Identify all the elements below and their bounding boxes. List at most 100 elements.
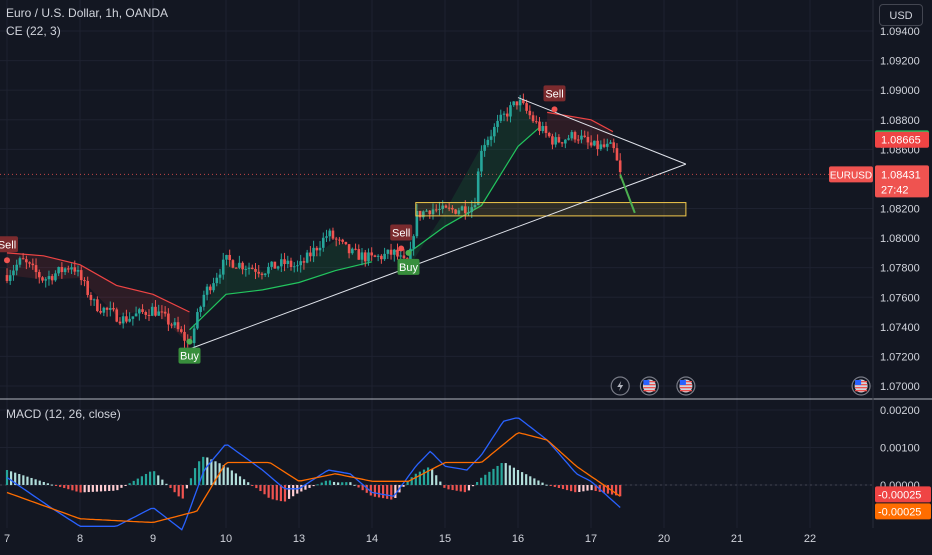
- candle-body: [25, 259, 28, 263]
- macd-histogram-bar: [181, 485, 184, 499]
- candle-body: [244, 268, 248, 270]
- macd-histogram-bar: [169, 485, 172, 488]
- candle-body: [302, 261, 306, 263]
- macd-histogram-bar: [83, 485, 86, 493]
- macd-histogram-bar: [222, 465, 225, 485]
- candle-body: [247, 267, 251, 269]
- signal-dot: [551, 106, 558, 113]
- candle-body: [454, 209, 457, 214]
- macd-histogram-bar: [304, 485, 307, 490]
- macd-histogram-bar: [386, 485, 389, 499]
- macd-histogram-bar: [312, 485, 315, 487]
- candle-body: [360, 252, 364, 260]
- macd-histogram-bar: [173, 485, 176, 493]
- macd-histogram-bar: [79, 485, 82, 493]
- macd-histogram-bar: [59, 485, 62, 487]
- macd-histogram-bar: [144, 473, 148, 485]
- candle-body: [612, 142, 616, 149]
- macd-histogram-bar: [91, 485, 94, 492]
- macd-histogram-bar: [606, 485, 610, 494]
- macd-tick-label: 0.00200: [880, 405, 920, 417]
- macd-histogram-bar: [357, 485, 360, 488]
- macd-histogram-bar: [533, 478, 536, 485]
- candle-body: [199, 306, 202, 313]
- macd-histogram-bar: [104, 485, 107, 492]
- macd-histogram-bar: [390, 485, 393, 500]
- macd-histogram-bar: [337, 482, 340, 485]
- candle-body: [457, 210, 461, 214]
- macd-histogram-bar: [422, 469, 426, 485]
- macd-histogram-bar: [574, 485, 577, 493]
- macd-histogram-bar: [9, 471, 13, 485]
- signal-label-buy: Buy: [180, 351, 199, 363]
- macd-histogram-bar: [402, 485, 405, 487]
- macd-histogram-bar: [177, 485, 180, 497]
- candle-body: [328, 230, 332, 237]
- candle-body: [86, 280, 89, 295]
- macd-histogram-bar: [238, 476, 242, 485]
- candle-body: [367, 252, 370, 262]
- trendline-2: [517, 97, 687, 165]
- price-tick-label: 1.08000: [880, 233, 920, 245]
- candle-body: [231, 260, 235, 268]
- candle-body: [538, 121, 541, 132]
- candle-body: [396, 249, 399, 257]
- flag-stripe: [643, 387, 656, 389]
- macd-histogram-bar: [136, 478, 139, 485]
- macd-histogram-bar: [365, 485, 368, 493]
- macd-histogram-bar: [198, 461, 201, 485]
- currency-button[interactable]: USD: [879, 4, 923, 26]
- candle-body: [147, 314, 151, 316]
- macd-histogram-bar: [484, 474, 487, 485]
- ce-line-long: [189, 261, 373, 331]
- candle-body: [473, 205, 477, 208]
- candle-body: [67, 268, 70, 270]
- macd-histogram-bar: [512, 467, 516, 485]
- candle-body: [134, 313, 138, 317]
- candle-body: [502, 113, 506, 115]
- candle-body: [573, 132, 577, 140]
- macd-histogram-bar: [210, 459, 213, 485]
- candle-body: [167, 313, 170, 325]
- candle-body: [589, 142, 593, 146]
- candle-body: [383, 253, 386, 260]
- macd-histogram-bar: [153, 471, 156, 485]
- candle-body: [221, 259, 225, 275]
- ce-line-long: [408, 126, 541, 254]
- macd-histogram-bar: [353, 484, 356, 486]
- candle-body: [254, 268, 257, 272]
- candle-body: [192, 328, 196, 344]
- macd-histogram-bar: [247, 482, 250, 485]
- macd-histogram-bar: [504, 463, 507, 485]
- candle-body: [331, 230, 335, 239]
- macd-histogram-bar: [541, 482, 544, 485]
- candle-body: [325, 236, 328, 238]
- candle-body: [422, 211, 425, 218]
- macd-histogram-bar: [99, 485, 103, 492]
- macd-histogram-bar: [263, 485, 266, 495]
- candle-body: [234, 267, 238, 269]
- last-price-tag: [875, 165, 929, 198]
- macd-histogram-bar: [140, 476, 144, 485]
- price-tick-label: 1.07000: [880, 381, 920, 393]
- signal-value-tag: [875, 503, 931, 520]
- macd-histogram-bar: [426, 467, 430, 485]
- candle-body: [615, 148, 619, 161]
- macd-histogram-bar: [75, 485, 78, 492]
- candle-body: [292, 266, 296, 268]
- candle-body: [108, 308, 112, 310]
- macd-histogram-bar: [459, 485, 462, 492]
- macd-histogram-bar: [508, 465, 511, 485]
- candle-body: [50, 276, 54, 281]
- macd-histogram-bar: [292, 485, 295, 497]
- candle-body: [70, 267, 73, 270]
- macd-histogram-bar: [14, 472, 17, 485]
- candle-body: [309, 252, 312, 257]
- time-tick-label: 17: [585, 533, 597, 545]
- macd-histogram-bar: [492, 468, 495, 485]
- macd-histogram-bar: [193, 468, 197, 485]
- candle-body: [160, 311, 164, 313]
